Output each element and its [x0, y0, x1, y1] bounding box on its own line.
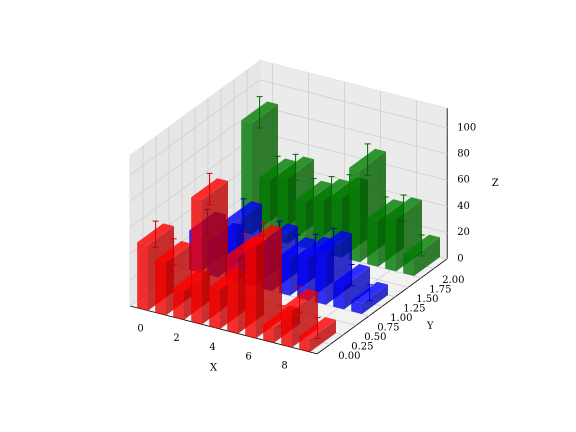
z-tick-label: 60 [457, 175, 470, 186]
bar-front [385, 216, 396, 272]
bar [281, 288, 318, 348]
bar-front [227, 254, 238, 334]
y-tick-label: 0.25 [351, 341, 373, 352]
error-bar [364, 143, 371, 176]
z-grid-line [129, 105, 261, 202]
bar-front [403, 253, 414, 276]
z-tick-label: 80 [457, 149, 470, 160]
bar-side [256, 227, 282, 339]
error-bar [152, 220, 159, 248]
error-bar [418, 234, 425, 257]
error-bar [170, 238, 177, 266]
x-tick-label: 0 [137, 324, 143, 335]
z-grid-line [129, 79, 261, 176]
x-tick-label: 2 [173, 333, 179, 344]
error-bar [296, 286, 303, 314]
z-tick-label: 20 [457, 227, 470, 238]
bar-side [344, 266, 370, 310]
z-tick-label: 40 [457, 201, 470, 212]
y-tick-label: 2.00 [442, 275, 464, 286]
y-tick-label: 0.50 [364, 332, 386, 343]
z-axis-label: Z [492, 178, 499, 189]
bar-front [137, 242, 148, 311]
y-tick-label: 1.25 [403, 303, 425, 314]
bar-front [367, 218, 378, 267]
error-bar [348, 263, 355, 286]
bar-side [310, 319, 336, 352]
error-bar [206, 172, 213, 206]
error-bar [314, 317, 321, 339]
bar-front [299, 336, 310, 352]
y-tick-label: 1.50 [416, 294, 438, 305]
bar-side [362, 284, 388, 314]
error-bar [240, 198, 247, 226]
bar-side [292, 291, 318, 348]
y-tick-label: 0.00 [338, 351, 360, 362]
y-axis-label: Y [426, 321, 434, 332]
error-bar [330, 227, 337, 256]
bar-front [351, 300, 362, 314]
y-tick-label: 1.75 [429, 284, 451, 295]
bar-front [191, 197, 202, 325]
z-tick-label: 100 [457, 122, 476, 133]
error-bar [256, 96, 263, 129]
bar-front [155, 260, 166, 316]
error-bar [292, 153, 299, 182]
x-axis-label: X [210, 362, 218, 373]
bar-front [263, 324, 274, 343]
x-tick-label: 6 [245, 351, 251, 362]
z-grid-line [259, 132, 448, 181]
y-tick-label: 0.75 [377, 322, 399, 333]
bar-front [315, 249, 326, 305]
error-bar [400, 194, 407, 222]
bar-front [245, 243, 256, 339]
bar-side [414, 237, 440, 276]
y-tick-label: 1.00 [390, 313, 412, 324]
error-bar [260, 222, 267, 250]
error-bar [366, 284, 373, 301]
z-tick-label: 0 [457, 253, 463, 264]
z-grid-line [129, 132, 261, 228]
x-tick-label: 8 [281, 361, 287, 372]
z-grid-line [259, 105, 448, 155]
x-tick-label: 4 [209, 342, 215, 353]
bar-front [281, 307, 292, 348]
z-grid-line [259, 79, 448, 129]
bar-front [209, 286, 220, 329]
bar-front [333, 283, 344, 310]
bar-front [173, 288, 184, 320]
